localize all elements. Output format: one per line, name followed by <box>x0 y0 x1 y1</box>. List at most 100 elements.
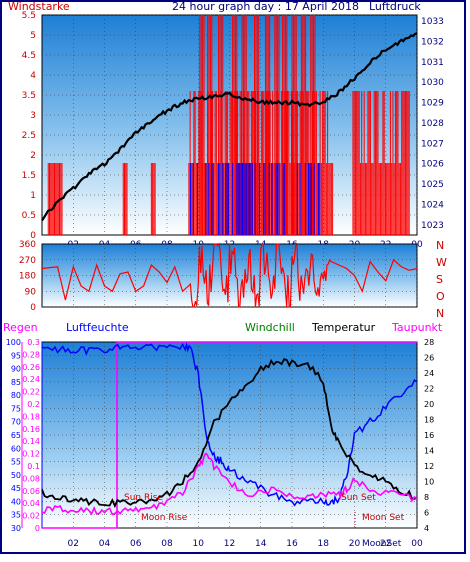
climate-x-tick-label: 06 <box>130 539 142 549</box>
temperature-y-tick-label: 6 <box>424 509 429 518</box>
pressure-y-tick-label: 1025 <box>421 180 444 190</box>
chart-title: 24 hour graph day : 17 April 2018 <box>172 0 359 13</box>
humidity-y-tick-label: 35 <box>11 511 21 520</box>
rain-y-tick-label: 0.18 <box>22 412 40 421</box>
temperature-y-tick-label: 4 <box>424 524 429 533</box>
rain-y-tick-label: 0.24 <box>22 375 40 384</box>
pressure-y-tick-label: 1024 <box>421 200 444 210</box>
dewpoint-line <box>41 452 418 516</box>
humidity-y-tick-label: 45 <box>11 484 21 493</box>
legend-taupunkt: Taupunkt <box>391 321 443 334</box>
wind-direction-y-axis-labels: 0 90 180 270 360 <box>19 240 36 313</box>
rain-y-tick-label: 0.28 <box>22 350 40 359</box>
direction-y-tick-label: 180 <box>19 272 36 282</box>
pressure-y-tick-label: 1026 <box>421 160 444 170</box>
wind-average-bars <box>189 163 321 235</box>
humidity-y-tick-label: 90 <box>11 365 21 374</box>
wind-y-tick-label: 2 <box>30 151 36 161</box>
humidity-y-tick-label: 50 <box>11 471 21 480</box>
moon-rise-annotation: Moon Rise <box>141 513 188 523</box>
legend-windchill: Windchill <box>245 321 295 334</box>
climate-x-tick-label: 08 <box>161 539 173 549</box>
humidity-y-tick-label: 30 <box>11 524 21 533</box>
moon-set-annotation: Moon Set <box>362 513 405 523</box>
wind-y-tick-label: 0 <box>30 231 36 241</box>
direction-y-tick-label: 360 <box>19 240 36 250</box>
climate-x-tick-label: 12 <box>224 539 235 549</box>
legend-luftfeuchte: Luftfeuchte <box>66 321 129 334</box>
humidity-y-tick-label: 65 <box>11 431 21 440</box>
rain-y-tick-label: 0.14 <box>22 437 40 446</box>
climate-x-tick-label: 18 <box>318 539 330 549</box>
wind-y-tick-label: 3.5 <box>22 91 36 101</box>
climate-x-tick-label: 14 <box>255 539 267 549</box>
temperature-y-tick-label: 24 <box>424 369 434 378</box>
temperature-y-tick-label: 20 <box>424 400 434 409</box>
pressure-y-tick-label: 1029 <box>421 99 444 109</box>
rain-y-tick-label: 0.08 <box>22 474 40 483</box>
temperature-y-tick-label: 26 <box>424 354 434 363</box>
humidity-line <box>41 341 418 507</box>
legend-regen: Regen <box>3 321 38 334</box>
climate-x-tick-label: 16 <box>286 539 298 549</box>
humidity-y-tick-label: 85 <box>11 378 21 387</box>
pressure-y-tick-label: 1030 <box>421 78 444 88</box>
wind-y-tick-label: 2.5 <box>22 131 36 141</box>
compass-letter: N <box>436 307 444 320</box>
direction-y-tick-label: 90 <box>25 287 37 297</box>
climate-x-tick-label: 10 <box>193 539 205 549</box>
pressure-y-tick-label: 1028 <box>421 119 444 129</box>
pressure-y-tick-label: 1032 <box>421 37 444 47</box>
climate-x-tick-label: 00 <box>411 539 423 549</box>
sun-rise-annotation: Sun Rise <box>124 493 163 503</box>
rain-y-tick-label: 0.3 <box>27 338 40 347</box>
sun-set-annotation: Sun Set <box>341 493 376 503</box>
rain-y-axis-labels: 0 0.02 0.04 0.06 0.08 0.1 0.12 0.14 0.16 0.18 0.2 0… <box>22 338 40 533</box>
rain-y-tick-label: 0.12 <box>22 450 40 459</box>
rain-y-tick-label: 0.06 <box>22 487 40 496</box>
direction-y-tick-label: 0 <box>30 303 36 313</box>
legend-temperatur: Temperatur <box>311 321 376 334</box>
moonset-axis-annotation: MoonSet <box>362 539 402 549</box>
legend: Regen Luftfeuchte Windchill Temperatur T… <box>3 321 443 334</box>
temperature-y-tick-label: 18 <box>424 416 434 425</box>
wind-y-tick-label: 5 <box>30 31 36 41</box>
wind-y-axis-labels: 0 0.5 1 1.5 2 2.5 3 3.5 4 4.5 5 5.5 <box>22 11 37 241</box>
wind-y-tick-label: 1.5 <box>22 171 36 181</box>
temperature-line <box>41 357 418 509</box>
humidity-y-tick-label: 70 <box>11 418 21 427</box>
humidity-y-tick-label: 100 <box>6 338 21 347</box>
outer-border <box>0 0 466 554</box>
compass-letter: N <box>436 239 444 252</box>
wind-y-tick-label: 4 <box>30 71 36 81</box>
rain-y-tick-label: 0.26 <box>22 363 40 372</box>
temperature-y-tick-label: 28 <box>424 338 434 347</box>
rain-line <box>42 341 417 529</box>
humidity-y-tick-label: 75 <box>11 404 21 413</box>
temperature-y-tick-label: 22 <box>424 385 434 394</box>
humidity-y-tick-label: 55 <box>11 458 21 467</box>
pressure-y-tick-label: 1023 <box>421 221 444 231</box>
temperature-y-tick-label: 12 <box>424 462 434 471</box>
rain-y-tick-label: 0.2 <box>27 400 40 409</box>
compass-letter: O <box>436 290 445 303</box>
rain-y-tick-label: 0.16 <box>22 425 40 434</box>
rain-y-tick-label: 0 <box>35 524 40 533</box>
temperature-y-tick-label: 10 <box>424 478 434 487</box>
temperature-y-tick-label: 8 <box>424 493 429 502</box>
pressure-line <box>41 32 418 222</box>
temperature-y-tick-label: 14 <box>424 447 434 456</box>
wind-y-tick-label: 3 <box>30 111 36 121</box>
rain-y-tick-label: 0.02 <box>22 512 40 521</box>
humidity-y-tick-label: 60 <box>11 444 21 453</box>
windstarke-label: Windstarke <box>8 0 70 13</box>
wind-y-tick-label: 1 <box>30 191 36 201</box>
rain-y-tick-label: 0.1 <box>27 462 40 471</box>
compass-letter: S <box>436 273 443 286</box>
pressure-y-tick-label: 1031 <box>421 58 444 68</box>
compass-letter: W <box>436 256 447 269</box>
climate-x-tick-label: 04 <box>99 539 111 549</box>
climate-x-tick-label: 22 <box>380 539 391 549</box>
rain-y-tick-label: 0.04 <box>22 499 40 508</box>
